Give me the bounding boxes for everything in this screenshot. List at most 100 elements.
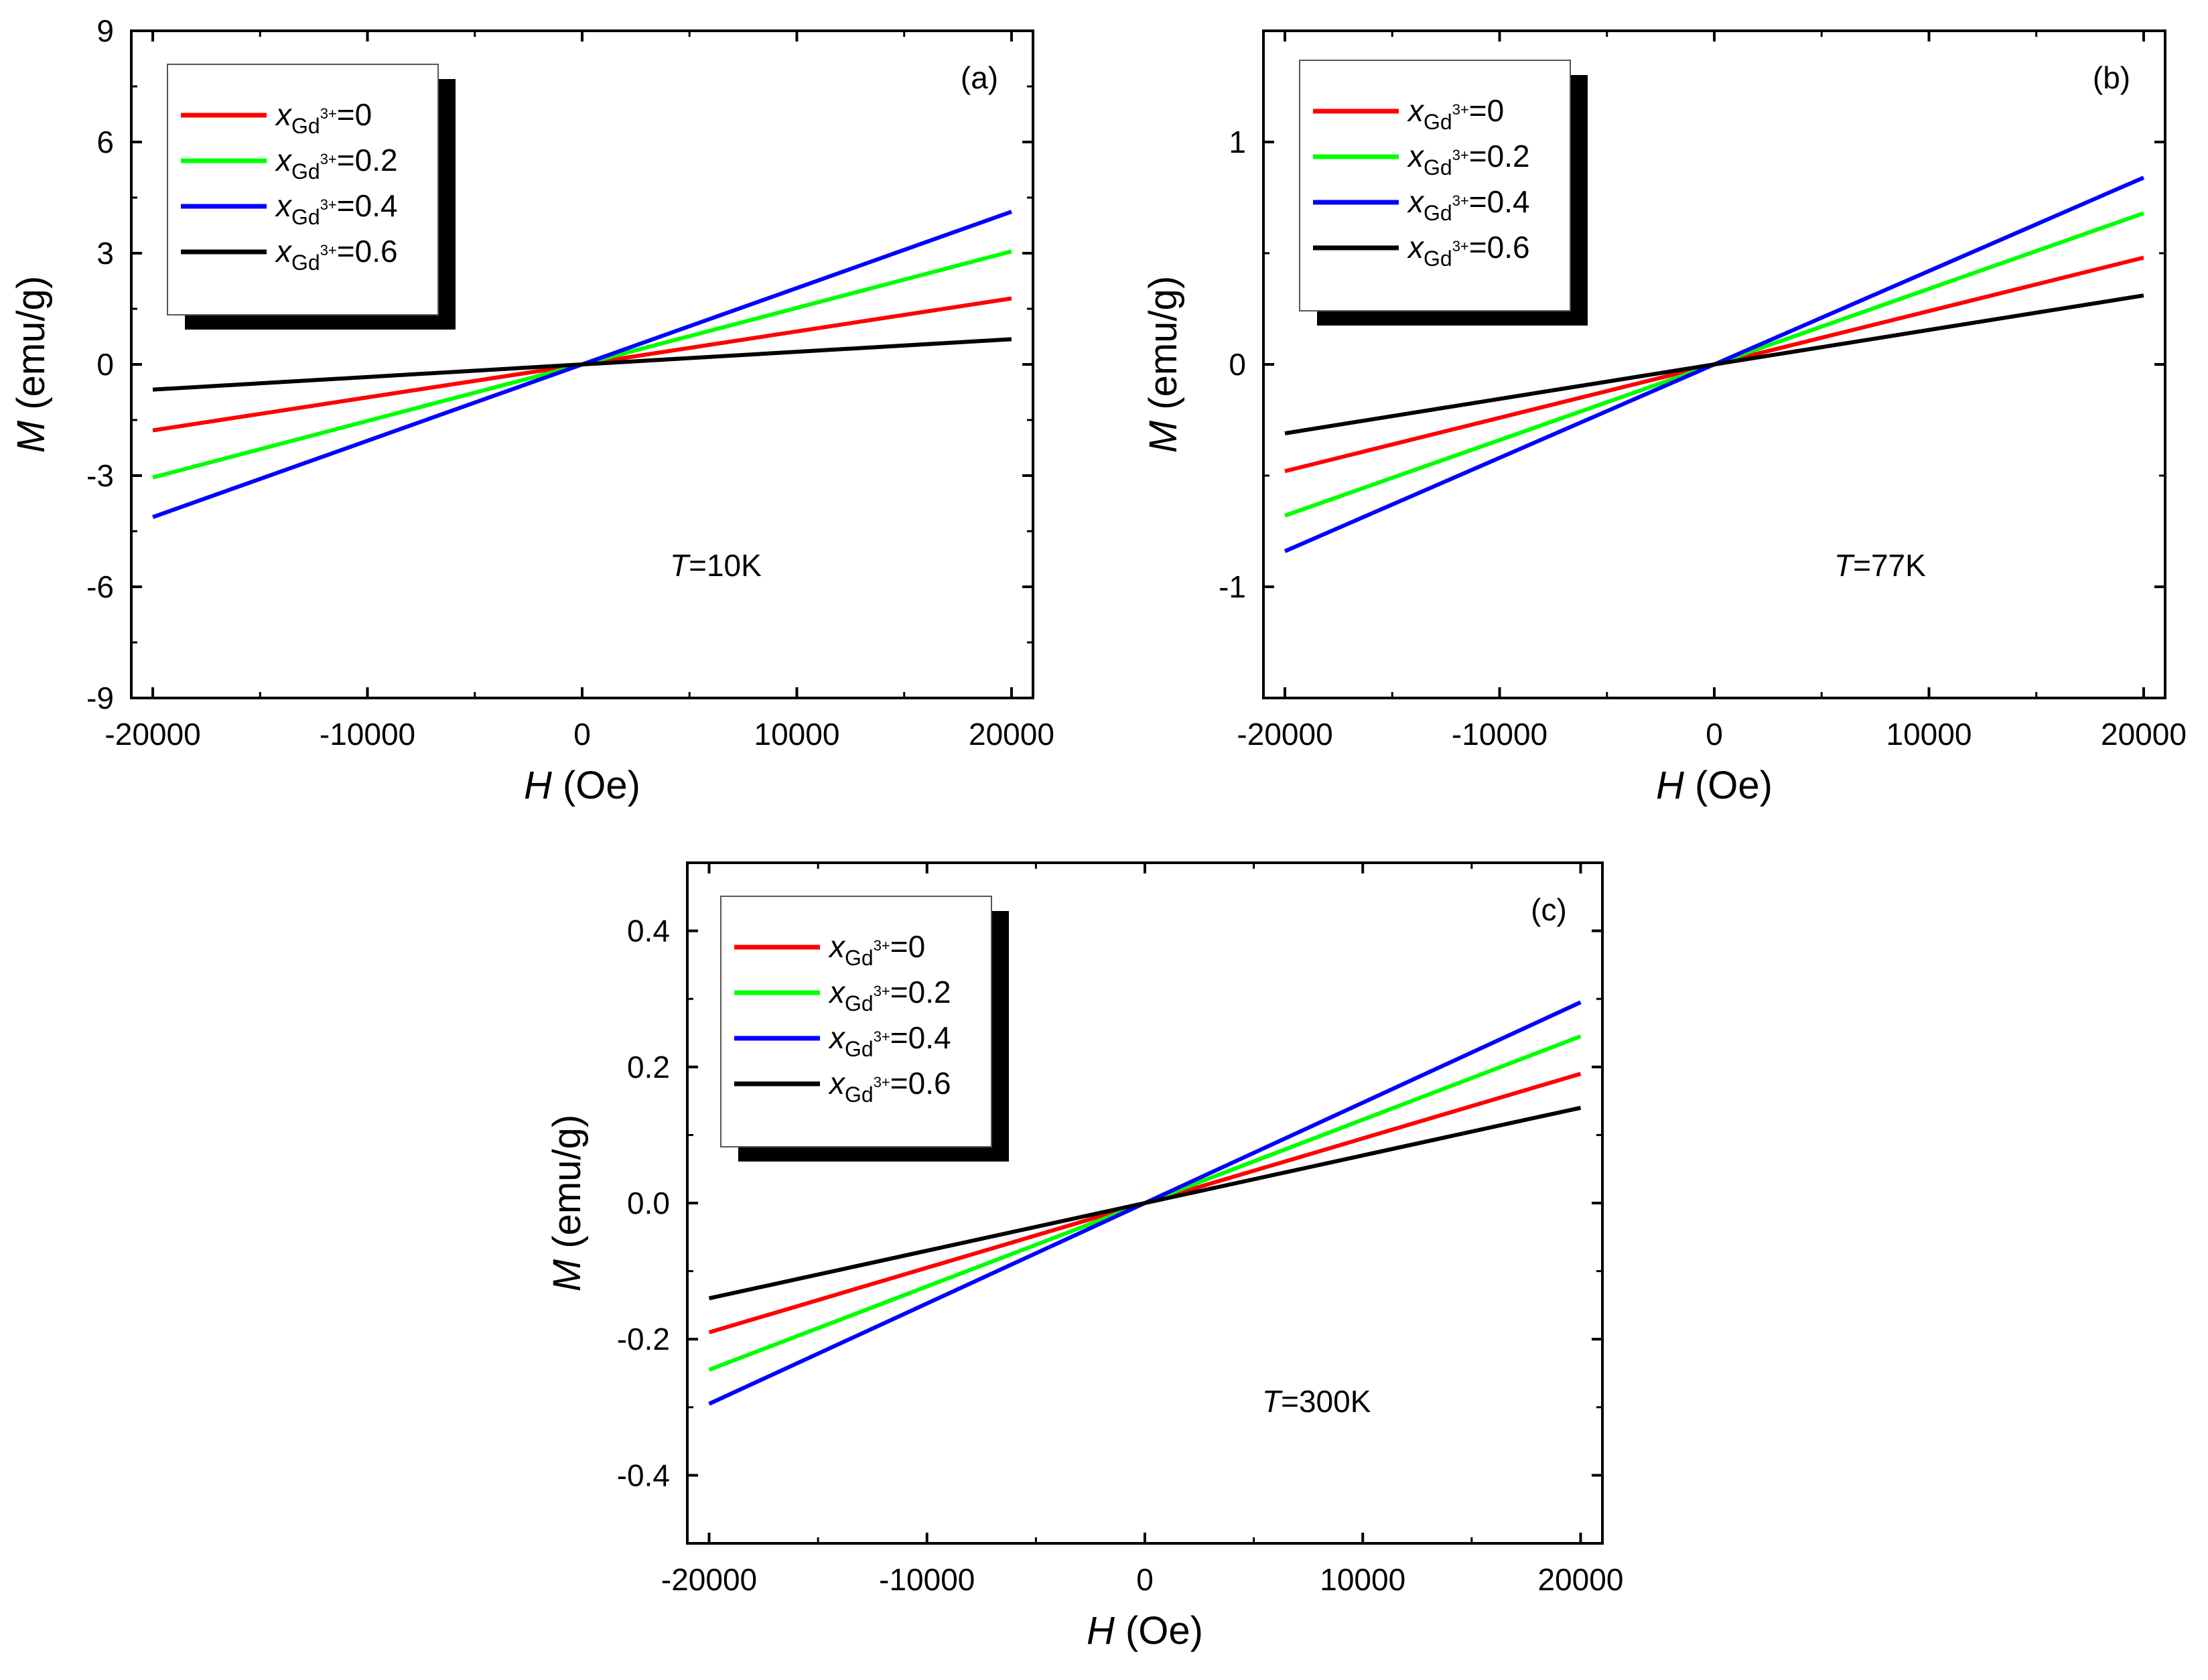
legend-entry-value: =0.4	[337, 188, 398, 223]
legend-entry-label: xGd3+=0	[275, 97, 372, 138]
panel-label: (a)	[961, 60, 998, 95]
legend-entry-label: xGd3+=0.4	[1407, 184, 1530, 225]
legend-entry-sup: 3+	[874, 983, 890, 999]
y-tick-label: -9	[86, 681, 114, 715]
x-tick-label: -10000	[1452, 717, 1547, 752]
legend-entry-label: xGd3+=0	[1407, 93, 1504, 134]
y-tick-label: 0	[1229, 347, 1246, 382]
legend-entry-label: xGd3+=0.2	[1407, 139, 1530, 180]
y-tick-label: 0.4	[627, 914, 670, 949]
legend-entry-value: =0.6	[890, 1066, 951, 1101]
legend-entry-label: xGd3+=0.2	[275, 143, 398, 184]
legend-entry-sup: 3+	[874, 1028, 890, 1045]
x-axis-label-var: H	[1087, 1609, 1115, 1653]
legend-entry-sub: Gd	[1424, 201, 1452, 225]
chart-panel-2: -20000 -10000 0 10000 20000 -1 0 1 H (Oe) M (emu/…	[1142, 29, 2187, 807]
legend-entry-value: =0.6	[1469, 230, 1530, 265]
legend-entry-sub: Gd	[1424, 155, 1452, 180]
legend-box	[167, 64, 439, 316]
legend-entry-label: xGd3+=0.6	[275, 234, 398, 275]
legend-entry-sub: Gd	[1424, 247, 1452, 271]
legend-entry-sub: Gd	[845, 946, 874, 970]
y-tick-label: 0	[96, 347, 114, 382]
y-tick-label: -6	[86, 569, 114, 604]
y-axis-label: M (emu/g)	[9, 276, 53, 453]
y-axis-label-unit: (emu/g)	[9, 276, 53, 421]
x-axis-label: H (Oe)	[524, 764, 640, 807]
x-tick-label: 0	[1706, 717, 1723, 752]
x-tick-label: 0	[1136, 1562, 1154, 1597]
x-tick-label: -10000	[879, 1562, 975, 1597]
legend-entry-sub: Gd	[291, 205, 320, 229]
x-tick-label: 10000	[754, 717, 840, 752]
temperature-annotation: T=300K	[1262, 1384, 1371, 1419]
x-tick-label: -20000	[105, 717, 200, 752]
y-tick-label: 0.2	[627, 1050, 670, 1084]
x-tick-label: 20000	[1538, 1562, 1624, 1597]
x-axis-label: H (Oe)	[1656, 764, 1773, 807]
legend-box	[720, 896, 992, 1147]
legend-entry-sub: Gd	[291, 251, 320, 275]
legend-entry-sub: Gd	[845, 1037, 874, 1061]
legend-entry-var: x	[275, 188, 293, 223]
legend-entry-var: x	[828, 1020, 846, 1055]
temperature-annotation-value: =77K	[1853, 548, 1926, 583]
legend-entry-var: x	[1407, 230, 1425, 265]
legend-entry-label: xGd3+=0	[828, 929, 925, 970]
legend-entry-value: =0.4	[1469, 184, 1530, 219]
legend-entry-sub: Gd	[291, 159, 320, 184]
temperature-annotation-var: T	[1834, 548, 1855, 583]
legend-entry-var: x	[275, 97, 293, 132]
y-axis-label-var: M	[1142, 420, 1185, 453]
legend-entry-sup: 3+	[1452, 238, 1469, 255]
x-axis-label: H (Oe)	[1087, 1609, 1203, 1653]
legend-entry-value: =0	[890, 929, 925, 964]
y-axis-label-unit: (emu/g)	[545, 1115, 589, 1259]
legend-entry-sup: 3+	[1452, 147, 1469, 163]
temperature-annotation-var: T	[1262, 1384, 1283, 1419]
temperature-annotation: T=10K	[670, 548, 762, 583]
y-tick-label: -1	[1219, 569, 1246, 604]
legend-entry-sup: 3+	[320, 242, 337, 259]
x-tick-label: 10000	[1320, 1562, 1405, 1597]
x-tick-label: -20000	[661, 1562, 757, 1597]
temperature-annotation-value: =10K	[689, 548, 762, 583]
legend-entry-value: =0.2	[890, 975, 951, 1009]
legend-entry-sub: Gd	[1424, 110, 1452, 134]
chart-panel-3: -20000 -10000 0 10000 20000 -0.4 -0.2 0.0 0.2 0.4…	[545, 861, 1624, 1653]
legend-entry-value: =0.2	[1469, 139, 1530, 173]
y-tick-label: 3	[96, 236, 114, 271]
legend-entry-sup: 3+	[874, 937, 890, 954]
y-tick-label: -0.2	[617, 1322, 670, 1356]
x-tick-label: 0	[573, 717, 591, 752]
legend-entry-value: =0.6	[337, 234, 398, 269]
temperature-annotation-value: =300K	[1281, 1384, 1371, 1419]
y-tick-label: 6	[96, 125, 114, 159]
x-axis-label-var: H	[524, 764, 552, 807]
legend-entry-sup: 3+	[320, 196, 337, 213]
legend-entry-value: =0.4	[890, 1020, 951, 1055]
y-axis-label: M (emu/g)	[1142, 276, 1185, 453]
legend-box	[1299, 60, 1571, 311]
legend-entry-label: xGd3+=0.2	[828, 975, 951, 1016]
legend-entry-sup: 3+	[1452, 101, 1469, 118]
x-tick-label: 20000	[969, 717, 1054, 752]
legend-entry-sup: 3+	[320, 151, 337, 167]
legend-entry-value: =0	[1469, 93, 1504, 128]
chart-panel-1: -20000 -10000 0 10000 20000 -9 -6 -3 0 3 6 9 H (Oe) M…	[9, 13, 1054, 807]
x-tick-label: -10000	[320, 717, 415, 752]
panel-label: (b)	[2093, 60, 2130, 95]
legend-entry-label: xGd3+=0.6	[1407, 230, 1530, 271]
x-axis-label-unit: (Oe)	[552, 764, 640, 807]
y-tick-label: 1	[1229, 125, 1246, 159]
legend-entry-value: =0.2	[337, 143, 398, 178]
x-tick-label: 10000	[1886, 717, 1972, 752]
legend-entry-var: x	[275, 234, 293, 269]
series-line-4	[1284, 293, 2144, 435]
legend-entry-var: x	[275, 143, 293, 178]
y-axis-label-unit: (emu/g)	[1142, 276, 1185, 421]
